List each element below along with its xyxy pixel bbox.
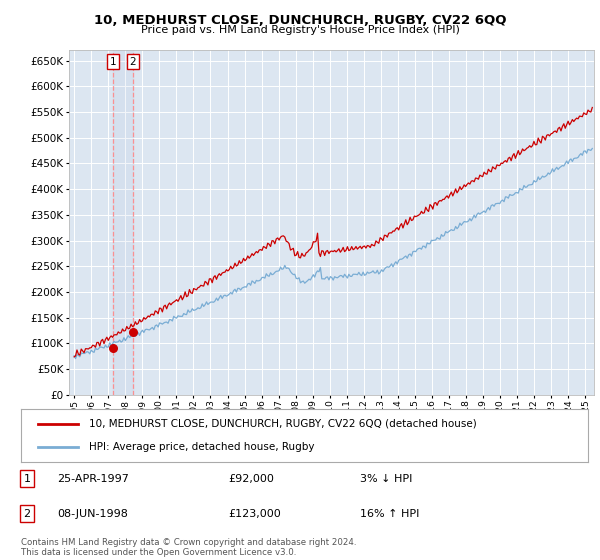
Text: 2: 2 xyxy=(23,508,31,519)
Text: 1: 1 xyxy=(110,57,116,67)
Text: Price paid vs. HM Land Registry's House Price Index (HPI): Price paid vs. HM Land Registry's House … xyxy=(140,25,460,35)
Point xyxy=(128,327,138,336)
Text: 1: 1 xyxy=(23,474,31,484)
Text: HPI: Average price, detached house, Rugby: HPI: Average price, detached house, Rugb… xyxy=(89,442,314,452)
Text: 08-JUN-1998: 08-JUN-1998 xyxy=(57,508,128,519)
Text: 10, MEDHURST CLOSE, DUNCHURCH, RUGBY, CV22 6QQ: 10, MEDHURST CLOSE, DUNCHURCH, RUGBY, CV… xyxy=(94,14,506,27)
Text: 2: 2 xyxy=(130,57,136,67)
Text: 16% ↑ HPI: 16% ↑ HPI xyxy=(360,508,419,519)
Text: £123,000: £123,000 xyxy=(228,508,281,519)
Text: Contains HM Land Registry data © Crown copyright and database right 2024.
This d: Contains HM Land Registry data © Crown c… xyxy=(21,538,356,557)
Text: 25-APR-1997: 25-APR-1997 xyxy=(57,474,129,484)
Point xyxy=(109,343,118,352)
Text: 3% ↓ HPI: 3% ↓ HPI xyxy=(360,474,412,484)
Bar xyxy=(113,50,133,395)
Text: £92,000: £92,000 xyxy=(228,474,274,484)
Text: 10, MEDHURST CLOSE, DUNCHURCH, RUGBY, CV22 6QQ (detached house): 10, MEDHURST CLOSE, DUNCHURCH, RUGBY, CV… xyxy=(89,419,477,429)
